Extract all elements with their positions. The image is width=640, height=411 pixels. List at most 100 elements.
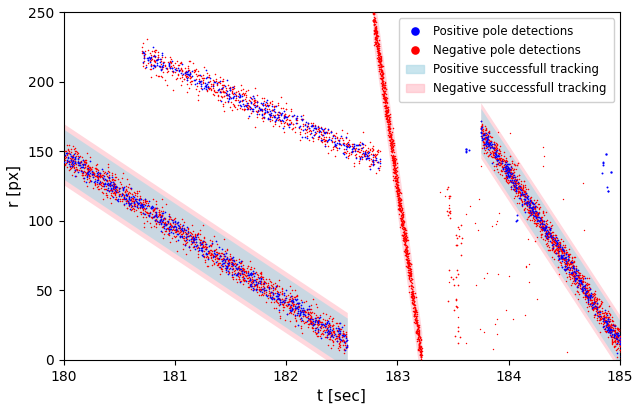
Point — [349, 145, 360, 152]
Point — [323, 143, 333, 149]
Point — [582, 282, 592, 288]
Point — [140, 65, 150, 71]
Point — [119, 194, 129, 200]
Point — [564, 270, 574, 277]
Point — [243, 271, 253, 278]
Point — [129, 201, 139, 207]
Point — [248, 108, 258, 115]
Point — [326, 318, 337, 325]
Point — [385, 133, 395, 139]
Point — [296, 134, 307, 141]
Point — [600, 314, 610, 320]
Point — [309, 132, 319, 138]
Point — [165, 214, 175, 221]
Point — [396, 197, 406, 203]
Point — [621, 354, 632, 360]
Point — [619, 343, 629, 349]
Point — [608, 322, 618, 329]
Point — [476, 133, 486, 140]
Point — [570, 281, 580, 288]
Point — [211, 240, 221, 247]
Point — [314, 321, 324, 327]
Point — [566, 258, 576, 264]
Point — [385, 139, 396, 146]
Point — [291, 317, 301, 323]
Point — [377, 67, 387, 74]
Point — [520, 208, 530, 215]
Point — [167, 65, 177, 72]
Point — [87, 164, 97, 170]
Point — [381, 99, 392, 106]
Point — [147, 60, 157, 67]
Point — [220, 92, 230, 98]
Point — [82, 169, 92, 175]
Point — [588, 305, 598, 312]
Point — [371, 33, 381, 40]
Point — [314, 127, 324, 134]
Point — [612, 335, 622, 342]
Point — [386, 148, 396, 154]
Point — [397, 225, 408, 232]
Point — [147, 205, 157, 212]
Point — [335, 331, 346, 338]
Point — [577, 288, 588, 295]
Point — [445, 192, 455, 199]
Point — [295, 129, 305, 136]
Point — [372, 50, 383, 57]
Point — [583, 294, 593, 301]
Point — [98, 190, 108, 196]
Point — [603, 187, 613, 194]
Point — [620, 350, 630, 356]
Point — [285, 293, 295, 300]
Point — [206, 81, 216, 87]
Point — [196, 244, 207, 250]
Point — [326, 328, 336, 335]
Point — [323, 342, 333, 349]
Point — [543, 234, 554, 240]
Point — [389, 169, 399, 176]
Point — [171, 226, 181, 233]
Point — [236, 270, 246, 276]
Point — [623, 351, 634, 358]
Point — [580, 278, 590, 285]
Point — [605, 328, 615, 334]
Point — [609, 331, 620, 337]
Point — [232, 268, 243, 275]
Point — [199, 247, 209, 254]
Point — [393, 206, 403, 212]
Point — [252, 282, 262, 289]
Point — [389, 159, 399, 166]
Point — [70, 159, 81, 166]
Point — [506, 170, 516, 176]
Point — [197, 245, 207, 251]
Point — [102, 193, 112, 200]
Point — [114, 187, 124, 194]
Point — [268, 288, 278, 295]
Point — [619, 342, 629, 349]
Point — [110, 181, 120, 187]
Point — [195, 79, 205, 85]
Point — [592, 296, 602, 302]
Point — [385, 131, 396, 138]
Point — [102, 170, 113, 177]
Point — [477, 124, 488, 131]
Point — [551, 240, 561, 246]
Point — [489, 141, 499, 148]
Point — [374, 48, 384, 55]
Point — [390, 162, 401, 169]
Point — [80, 164, 90, 171]
Point — [534, 205, 544, 212]
Point — [218, 93, 228, 99]
Point — [157, 212, 167, 218]
Point — [558, 246, 568, 252]
Point — [279, 299, 289, 306]
Point — [598, 160, 608, 166]
Point — [486, 143, 497, 150]
Point — [375, 53, 385, 59]
Point — [387, 154, 397, 161]
Point — [205, 251, 216, 257]
Point — [244, 272, 254, 279]
Point — [500, 164, 511, 171]
Point — [481, 127, 492, 133]
Point — [400, 226, 410, 233]
